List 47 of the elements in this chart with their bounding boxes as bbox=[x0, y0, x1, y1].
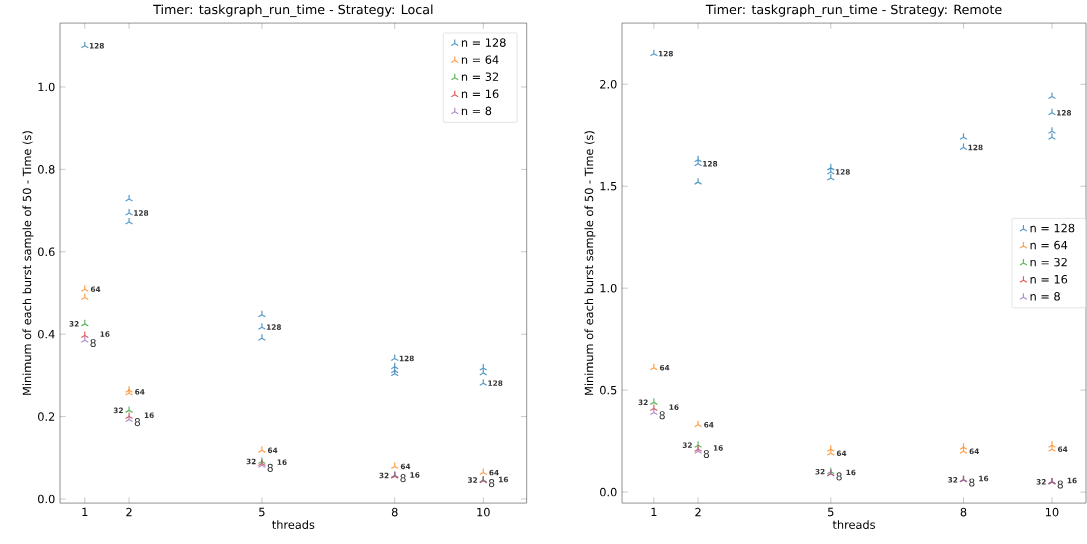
y-axis-title: Minimum of each burst sample of 50 - Time (s) bbox=[584, 131, 596, 395]
legend-label: n = 8 bbox=[1030, 292, 1060, 301]
chart-title: Timer: taskgraph_run_time - Strategy: Remote bbox=[705, 4, 1002, 17]
x-tick-label: 1 bbox=[651, 507, 657, 517]
y-tick-label: 0.6 bbox=[38, 247, 55, 257]
annotation: 8 bbox=[703, 449, 710, 458]
legend-label: n = 16 bbox=[1030, 274, 1068, 284]
y-tick-label: 0.2 bbox=[38, 412, 55, 421]
annotation: 8 bbox=[969, 478, 975, 487]
annotation: 8 bbox=[1057, 480, 1063, 489]
y-tick-label: 1.5 bbox=[600, 181, 617, 191]
legend-label: n = 64 bbox=[1030, 240, 1068, 250]
annotation: 8 bbox=[488, 479, 495, 488]
annotation: 8 bbox=[659, 411, 665, 420]
y-tick-label: 0.0 bbox=[38, 494, 55, 504]
y-tick-label: 2.0 bbox=[600, 79, 617, 89]
x-tick-label: 10 bbox=[477, 507, 490, 517]
legend-label: n = 128 bbox=[461, 38, 506, 47]
x-tick-label: 2 bbox=[126, 507, 132, 517]
y-tick-label: 0.5 bbox=[600, 385, 617, 395]
legend-label: n = 64 bbox=[461, 55, 499, 64]
annotation: 8 bbox=[400, 474, 406, 483]
legend-label: n = 16 bbox=[461, 89, 499, 99]
x-axis-title: threads bbox=[832, 520, 875, 529]
x-axis-title: threads bbox=[272, 520, 315, 529]
legend-label: n = 128 bbox=[1030, 223, 1075, 233]
chart-title: Timer: taskgraph_run_time - Strategy: Local bbox=[153, 4, 433, 18]
legend-label: n = 32 bbox=[461, 72, 499, 81]
x-tick-label: 8 bbox=[391, 507, 398, 517]
y-tick-label: 0.4 bbox=[38, 329, 55, 339]
x-tick-label: 2 bbox=[695, 507, 701, 517]
annotation: 8 bbox=[267, 463, 273, 472]
x-tick-label: 10 bbox=[1046, 507, 1059, 517]
y-tick-label: 0.8 bbox=[38, 165, 55, 174]
x-tick-label: 8 bbox=[960, 507, 967, 517]
y-tick-label: 0.0 bbox=[600, 487, 617, 497]
y-axis-title: Minimum of each burst sample of 50 - Time (s) bbox=[22, 131, 34, 395]
y-tick-label: 1.0 bbox=[600, 283, 617, 293]
y-tick-label: 1.0 bbox=[38, 82, 55, 92]
legend-label: n = 32 bbox=[1030, 257, 1067, 267]
x-tick-label: 5 bbox=[259, 507, 265, 517]
annotation: 8 bbox=[836, 472, 842, 481]
annotation: 8 bbox=[134, 418, 141, 427]
legend-label: n = 8 bbox=[461, 106, 492, 116]
x-tick-label: 5 bbox=[828, 507, 834, 517]
annotation: 8 bbox=[90, 338, 96, 347]
x-tick-label: 1 bbox=[82, 507, 88, 517]
